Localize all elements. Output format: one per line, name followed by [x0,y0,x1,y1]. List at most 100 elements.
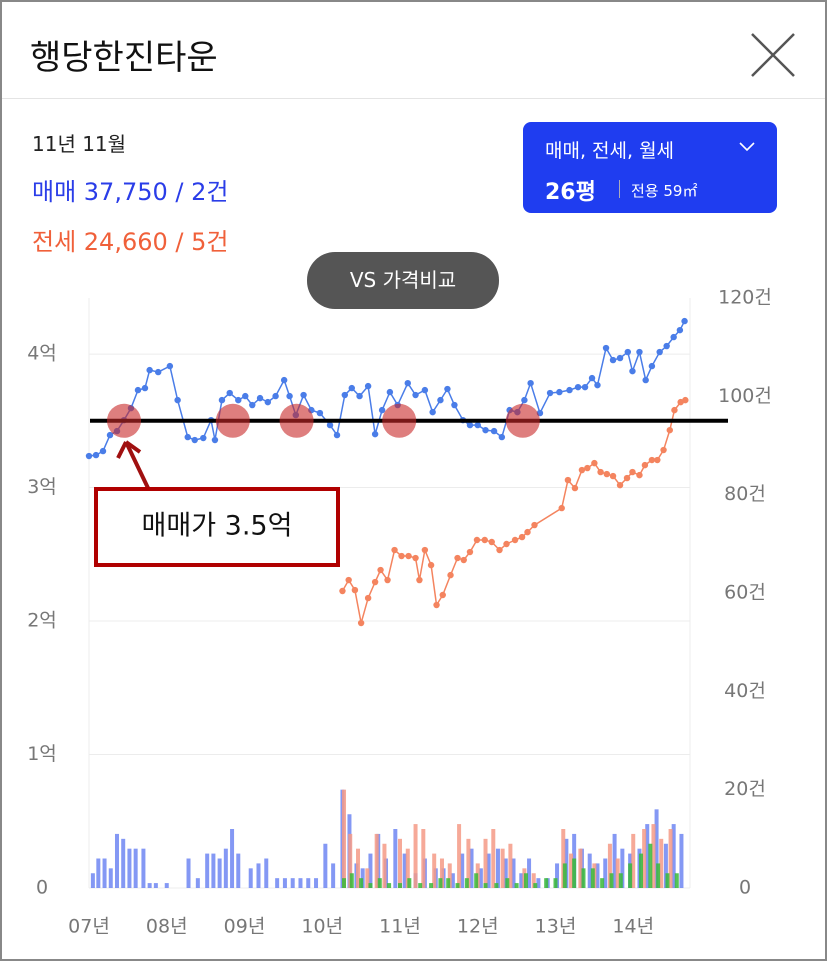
volume-bar [439,858,444,888]
volume-bar [494,883,499,888]
x-tick-label: 10년 [301,916,343,938]
highlight-point [279,403,314,438]
price-point [404,379,411,387]
volume-bar [133,848,138,888]
price-point [629,367,636,375]
price-point [571,484,579,492]
price-point [641,461,649,469]
volume-bar [600,878,605,888]
price-point [412,391,419,399]
price-point [316,409,324,417]
price-point [663,342,670,350]
close-button[interactable] [744,26,804,86]
volume-bar [275,878,280,888]
price-point [496,546,503,554]
volume-bar [387,883,392,888]
volume-bar [578,848,583,888]
price-point [594,381,601,389]
volume-bar [248,868,253,888]
price-point [682,396,689,404]
price-point [482,426,489,434]
price-point [357,619,365,627]
volume-bar [648,843,653,888]
volume-bar [603,858,608,888]
price-point [154,368,162,376]
price-point [503,540,510,548]
filter-size: 26평 [545,180,596,205]
separator [2,98,825,99]
volume-bar [217,858,222,888]
price-point [591,459,598,467]
price-point [345,576,352,584]
volume-bar [569,853,574,888]
price-point [624,348,632,356]
price-point [597,468,604,476]
price-point [481,536,488,544]
price-point [578,466,586,474]
price-point [642,376,649,384]
volume-bar [523,873,528,888]
x-tick-label: 11년 [379,916,421,938]
price-point [566,386,573,394]
price-point [524,528,531,536]
price-point [416,576,423,584]
price-point [200,434,207,442]
y2-tick-label: 60건 [724,582,766,604]
price-point [377,566,384,574]
price-point [656,348,663,356]
volume-bar [205,853,210,888]
volume-bar [407,878,412,888]
volume-bar [360,868,365,888]
price-point [671,406,678,414]
y2-tick-label: 80건 [724,483,766,505]
volume-bar [615,858,620,888]
price-point [85,452,93,460]
volume-bar [527,858,532,888]
volume-bar [581,868,586,888]
price-point [602,344,610,352]
volume-bar [469,848,474,888]
volume-bar [342,789,347,888]
price-point [636,471,643,479]
filter-button[interactable]: 매매, 전세, 월세 26평 전용 59㎡ [523,122,777,213]
volume-bar [349,873,354,888]
price-point [603,470,611,478]
volume-bar [654,809,659,888]
volume-bar [478,868,483,888]
compare-button[interactable]: VS 가격비교 [307,252,499,309]
price-point [527,379,534,387]
volume-bar [555,863,560,888]
volume-bar [393,829,398,888]
title: 행당한진타운 [30,38,218,78]
price-point [134,386,142,394]
y-tick-label: 1억 [27,743,57,765]
volume-bar [413,824,418,888]
price-point [581,383,589,391]
volume-bar [147,883,152,888]
volume-bar [447,863,452,888]
price-point [433,601,440,609]
price-point [378,406,386,414]
volume-bar [211,853,216,888]
price-point [498,433,506,441]
volume-bar [587,853,592,888]
volume-bar [223,848,228,888]
price-point [300,391,307,399]
volume-bar [230,829,235,888]
price-point [146,366,153,374]
volume-bar [195,878,200,888]
volume-bar [679,833,684,888]
volume-bar [628,863,633,888]
volume-bar [438,878,443,888]
price-point [191,436,198,444]
volume-bar [495,848,500,888]
price-point [99,447,107,455]
price-point [184,433,191,441]
filter-types: 매매, 전세, 월세 [545,140,675,162]
volume-bar [474,873,479,888]
volume-bar [323,843,328,888]
volume-bar [590,868,595,888]
price-point [584,464,591,472]
price-point [356,392,363,400]
